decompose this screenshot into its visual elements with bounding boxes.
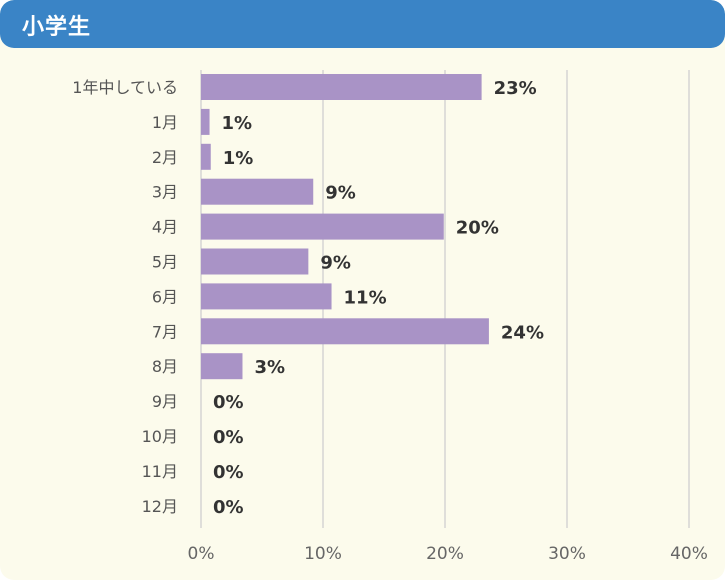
x-tick-label: 20% — [426, 544, 464, 564]
category-label: 6月 — [152, 287, 178, 306]
bar — [201, 353, 243, 380]
category-label: 5月 — [152, 253, 178, 272]
category-label: 1年中している — [72, 78, 178, 97]
value-label: 24% — [501, 322, 544, 343]
category-label: 1月 — [152, 113, 178, 132]
category-label: 10月 — [142, 427, 178, 446]
value-label: 9% — [320, 253, 351, 274]
category-label: 7月 — [152, 322, 178, 341]
x-tick-label: 30% — [548, 544, 586, 564]
value-label: 1% — [223, 148, 254, 169]
x-tick-label: 0% — [188, 544, 215, 564]
bar — [201, 178, 314, 205]
category-label: 4月 — [152, 218, 178, 237]
value-label: 23% — [494, 78, 537, 99]
category-label: 9月 — [152, 392, 178, 411]
value-label: 0% — [213, 497, 244, 518]
bar — [201, 248, 309, 275]
x-tick-label: 40% — [670, 544, 708, 564]
bar — [201, 283, 332, 310]
bar — [201, 318, 489, 345]
value-label: 0% — [213, 392, 244, 413]
category-label: 12月 — [142, 497, 178, 516]
chart-header: 小学生 — [0, 0, 725, 48]
value-label: 0% — [213, 462, 244, 483]
bar — [201, 143, 211, 170]
chart-title: 小学生 — [22, 15, 92, 40]
value-label: 11% — [344, 287, 387, 308]
bar — [201, 108, 210, 135]
value-label: 9% — [325, 183, 356, 204]
bar — [201, 74, 482, 100]
value-label: 3% — [254, 357, 285, 378]
category-label: 8月 — [152, 357, 178, 376]
value-label: 1% — [222, 113, 253, 134]
value-label: 0% — [213, 427, 244, 448]
value-label: 20% — [456, 218, 499, 239]
category-label: 11月 — [142, 462, 178, 481]
category-label: 2月 — [152, 148, 178, 167]
bar — [201, 213, 444, 240]
x-tick-label: 10% — [304, 544, 342, 564]
category-label: 3月 — [152, 183, 178, 202]
